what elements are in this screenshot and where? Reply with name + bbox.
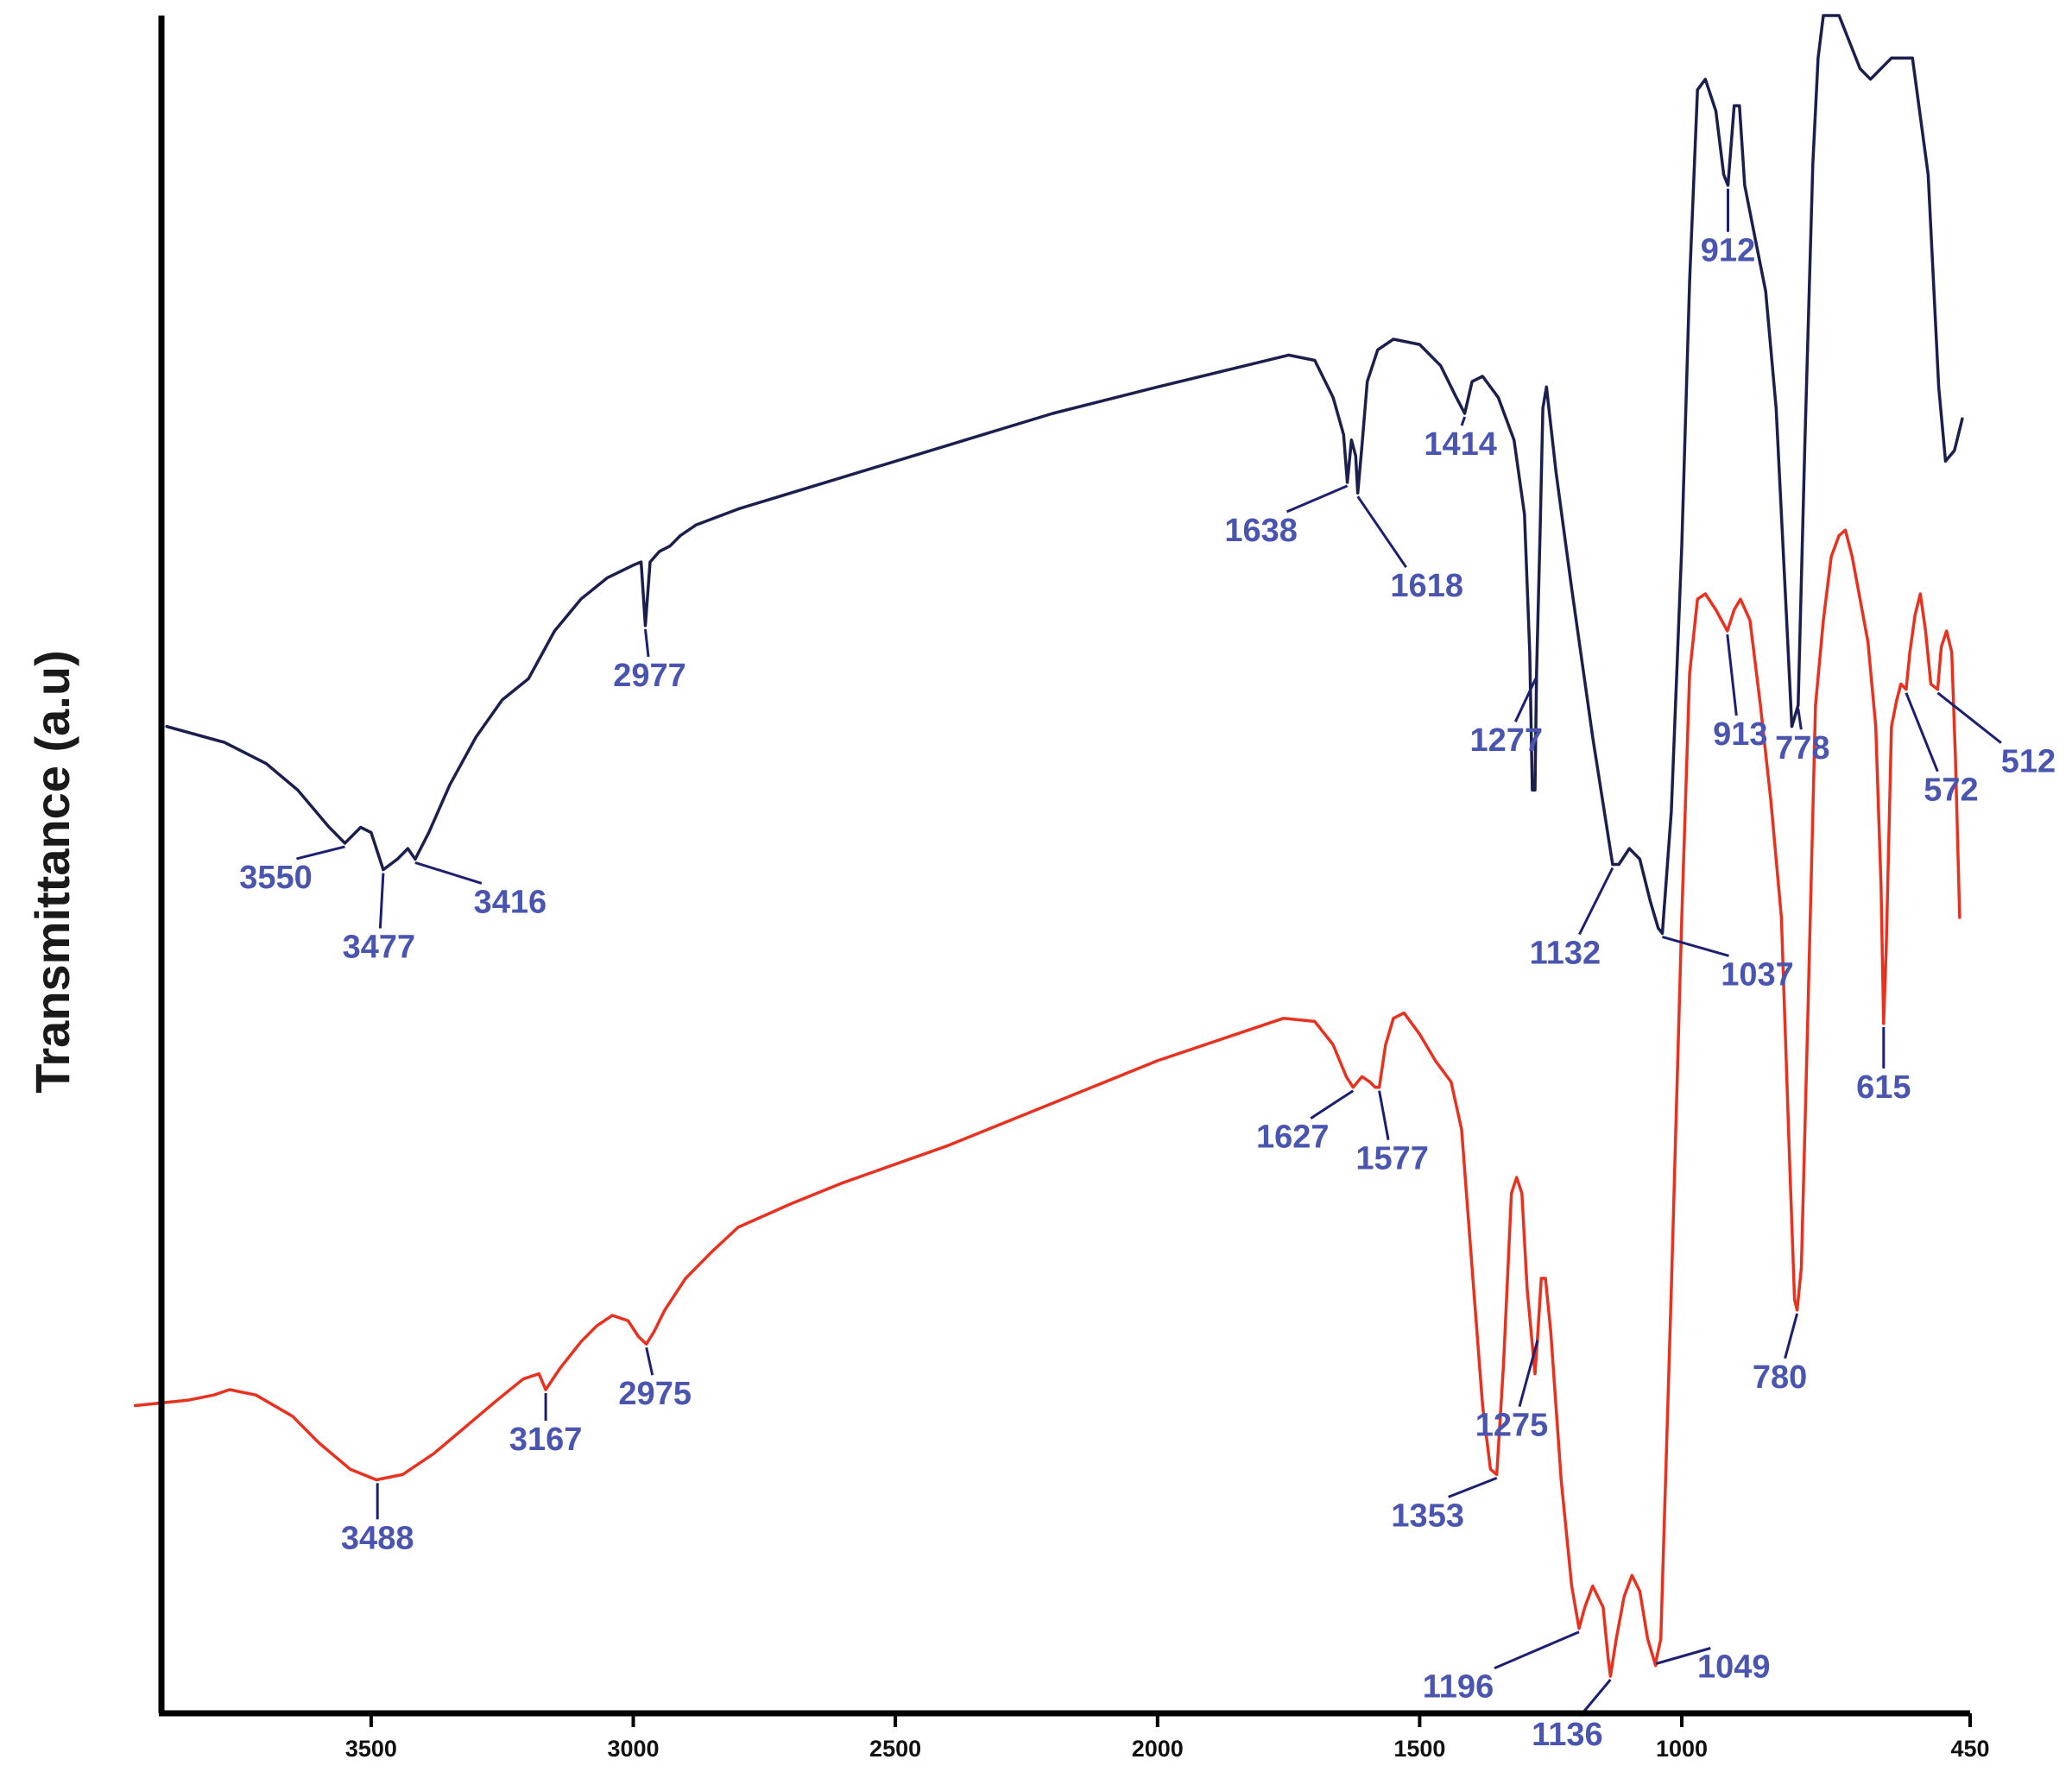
peak-leader-3550 <box>296 845 345 861</box>
series-layer <box>133 14 1964 1678</box>
spectrum-line-2 <box>133 528 1961 1678</box>
peak-leader-913 <box>1726 634 1738 716</box>
peak-label-1132: 1132 <box>1530 936 1601 972</box>
peak-label-1618: 1618 <box>1390 568 1463 604</box>
peak-label-1577: 1577 <box>1355 1141 1429 1177</box>
peak-leader-1618 <box>1356 495 1407 569</box>
x-tick-label-3500: 3500 <box>345 1736 397 1762</box>
peak-leader-3416 <box>414 861 483 885</box>
peak-label-615: 615 <box>1856 1069 1911 1106</box>
x-tick-label-1500: 1500 <box>1393 1736 1445 1762</box>
peak-leader-1136 <box>1579 1679 1612 1717</box>
peak-leader-778 <box>1797 708 1803 730</box>
peak-label-1037: 1037 <box>1721 956 1794 993</box>
peak-leader-780 <box>1784 1313 1799 1359</box>
peak-leader-1353 <box>1448 1477 1498 1498</box>
peak-leader-1275 <box>1518 1340 1539 1407</box>
peak-label-3416: 3416 <box>474 884 547 920</box>
x-tick-label-2000: 2000 <box>1132 1736 1184 1762</box>
peak-label-1414: 1414 <box>1424 426 1497 463</box>
peak-label-512: 512 <box>2001 744 2056 780</box>
peak-leader-2977 <box>644 628 650 658</box>
peak-label-3477: 3477 <box>343 930 416 966</box>
peak-label-1638: 1638 <box>1224 513 1298 549</box>
peak-leader-572 <box>1905 692 1939 772</box>
spectrum-line-1 <box>165 14 1964 936</box>
peak-leader-1577 <box>1378 1090 1390 1140</box>
peak-leader-1414 <box>1460 416 1467 426</box>
peak-label-1136: 1136 <box>1532 1717 1602 1753</box>
peak-label-2975: 2975 <box>618 1376 692 1412</box>
peak-leader-1627 <box>1310 1089 1355 1119</box>
peak-label-3167: 3167 <box>509 1422 583 1458</box>
peak-label-3550: 3550 <box>239 860 313 896</box>
peak-label-913: 913 <box>1713 716 1767 753</box>
peak-label-1275: 1275 <box>1475 1408 1549 1444</box>
peak-leader-1037 <box>1662 935 1729 957</box>
peak-label-572: 572 <box>1924 772 1978 809</box>
peak-leader-lines <box>296 188 2002 1717</box>
peak-label-780: 780 <box>1753 1359 1807 1396</box>
y-axis-label: Transmittance (a.u) <box>25 650 79 1093</box>
peak-leader-3477 <box>378 873 385 929</box>
peak-label-778: 778 <box>1775 730 1829 766</box>
peak-label-1277: 1277 <box>1470 722 1544 759</box>
x-tick-label-450: 450 <box>1950 1736 1989 1762</box>
peak-leader-1277 <box>1513 676 1538 722</box>
peak-leader-1049 <box>1655 1647 1711 1665</box>
x-tick-label-2500: 2500 <box>869 1736 921 1762</box>
peak-leader-2975 <box>645 1346 654 1376</box>
peak-label-912: 912 <box>1701 233 1755 269</box>
peak-label-1196: 1196 <box>1423 1669 1494 1706</box>
x-tick-label-3000: 3000 <box>607 1736 659 1762</box>
peak-label-1353: 1353 <box>1391 1498 1464 1534</box>
peak-leader-1132 <box>1578 867 1614 936</box>
x-tick-label-1000: 1000 <box>1656 1736 1708 1762</box>
peak-label-1049: 1049 <box>1697 1649 1771 1686</box>
peak-leader-1638 <box>1286 484 1349 514</box>
axes: 3500 3000 2500 2000 1500 1000 450 <box>158 16 1990 1762</box>
x-ticks: 3500 3000 2500 2000 1500 1000 450 <box>345 1713 1990 1762</box>
peak-label-3488: 3488 <box>341 1520 414 1556</box>
peak-leader-1196 <box>1494 1630 1580 1670</box>
peak-label-2977: 2977 <box>613 658 686 694</box>
peak-leader-512 <box>1936 691 2002 744</box>
peak-label-1627: 1627 <box>1256 1119 1330 1156</box>
peak-labels: 3550 3477 3416 2977 1638 1618 1414 1277 1132 1037… <box>239 233 2056 1753</box>
